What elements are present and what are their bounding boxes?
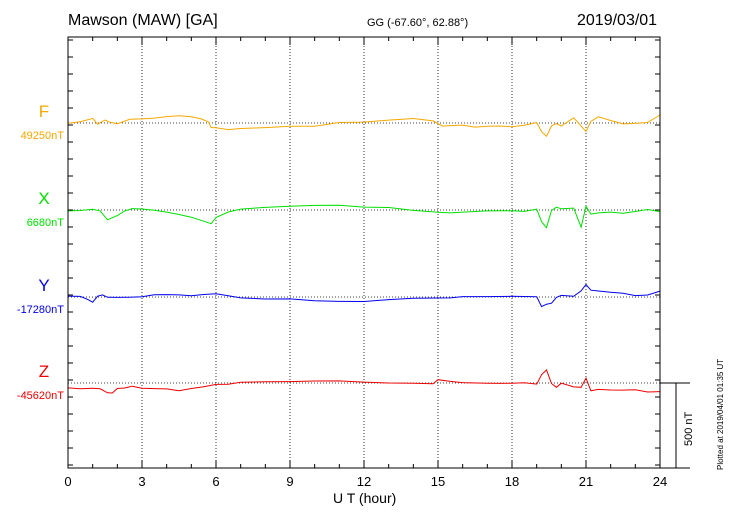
series-label-x: X xyxy=(38,189,49,208)
series-label-f: F xyxy=(39,102,49,121)
series-lines xyxy=(67,114,661,394)
geographic-coords: GG (-67.60°, 62.88°) xyxy=(367,17,469,29)
x-tick-label: 6 xyxy=(212,474,219,489)
axes: 0 3 6 9 12 15 18 21 24 F 49250nT X 6680nT Y -17280nT Z -… xyxy=(17,36,690,489)
x-tick-label: 12 xyxy=(357,474,371,489)
x-tick-label: 21 xyxy=(579,474,593,489)
series-line-f xyxy=(67,114,661,138)
series-line-z xyxy=(67,369,661,394)
series-line-x xyxy=(67,204,661,229)
plot-date: 2019/03/01 xyxy=(577,12,658,29)
x-tick-label: 9 xyxy=(286,474,293,489)
x-tick-label: 24 xyxy=(653,474,667,489)
plotted-timestamp: Plotted at 2019/04/01 01:35 UT xyxy=(716,358,725,470)
x-tick-label: 18 xyxy=(505,474,519,489)
baseline-label-y: -17280nT xyxy=(17,304,64,316)
x-tick-label: 0 xyxy=(64,474,71,489)
scale-bar-label: 500 nT xyxy=(683,411,695,446)
x-axis-label: U T (hour) xyxy=(333,490,397,506)
baseline-label-f: 49250nT xyxy=(21,130,65,142)
station-title: Mawson (MAW) [GA] xyxy=(68,12,218,29)
series-label-z: Z xyxy=(39,362,49,381)
x-tick-label: 15 xyxy=(431,474,445,489)
grid xyxy=(68,37,660,468)
series-line-y xyxy=(67,283,661,308)
series-label-y: Y xyxy=(38,276,49,295)
baseline-label-x: 6680nT xyxy=(27,217,65,229)
x-tick-label: 3 xyxy=(138,474,145,489)
baseline-label-z: -45620nT xyxy=(17,390,64,402)
